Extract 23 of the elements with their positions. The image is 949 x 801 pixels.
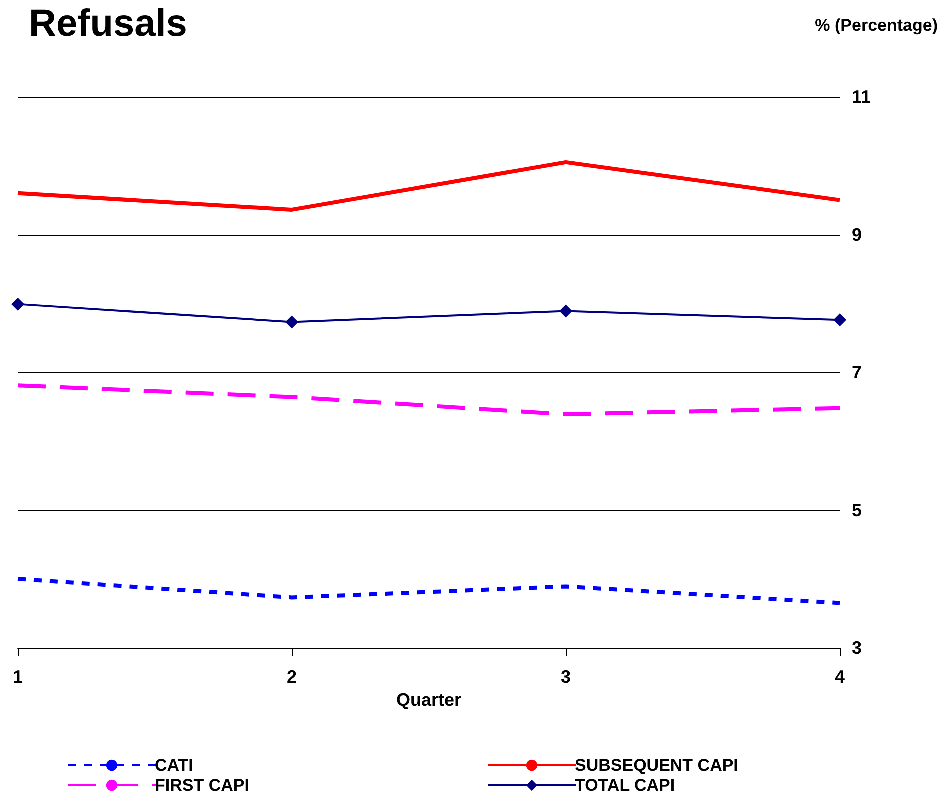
point	[560, 304, 572, 318]
line-series	[16, 384, 842, 417]
y-tick-label: 5	[852, 500, 862, 520]
x-tick-label: 2	[286, 667, 298, 687]
y-tick-label: 11	[852, 87, 872, 107]
y-tick-label: 9	[852, 224, 862, 245]
legend-label: CATI	[155, 756, 194, 775]
point	[286, 316, 298, 329]
line-series	[16, 577, 842, 606]
x-tick-label: 1	[12, 667, 24, 687]
legend-label: FIRST CAPI	[155, 776, 250, 795]
legend-label: SUBSEQUENT CAPI	[575, 756, 738, 775]
x-tick-label: 4	[834, 667, 846, 687]
point	[834, 314, 846, 327]
x-tick-label: 3	[560, 667, 572, 687]
line-series	[16, 160, 842, 212]
y-axis-title: % (Percentage)	[815, 16, 938, 35]
y-tick-label: 7	[852, 362, 862, 382]
x-axis-title: Quarter	[396, 690, 462, 710]
y-tick-label: 3	[852, 638, 862, 658]
chart-title: Refusals	[29, 3, 188, 45]
point	[12, 298, 24, 311]
legend-label: TOTAL CAPI	[575, 776, 676, 795]
